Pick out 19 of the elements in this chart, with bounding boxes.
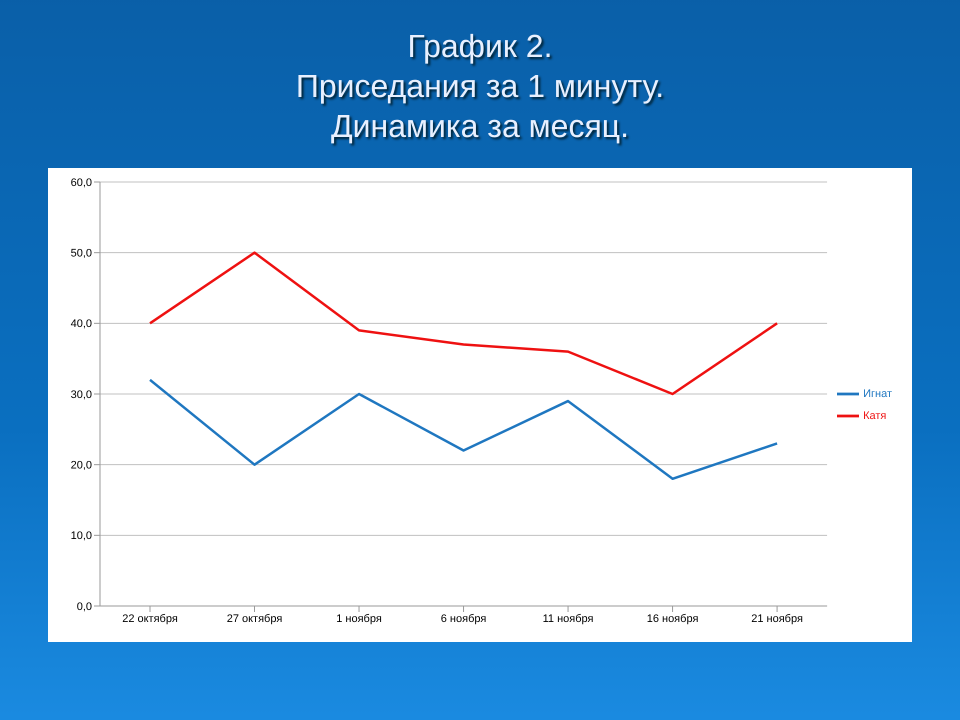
legend-label: Игнат bbox=[863, 388, 892, 400]
x-tick-label: 27 октября bbox=[226, 612, 282, 625]
y-tick-label: 40,0 bbox=[70, 318, 92, 330]
line-series bbox=[148, 251, 778, 396]
x-tick-label: 11 ноября bbox=[542, 612, 594, 625]
x-tick-label: 6 ноября bbox=[440, 612, 486, 625]
y-tick-label: 60,0 bbox=[70, 176, 92, 189]
y-tick-label: 20,0 bbox=[70, 460, 92, 472]
line-series bbox=[148, 378, 778, 480]
y-tick-label: 10,0 bbox=[70, 530, 92, 542]
y-tick-label: 0,0 bbox=[76, 600, 92, 613]
chart-title: График 2. Приседания за 1 минуту. Динамика за месяц. bbox=[294, 27, 666, 146]
x-tick-label: 16 ноября bbox=[646, 612, 698, 625]
legend-label: Катя bbox=[863, 410, 886, 422]
x-tick-label: 1 ноября bbox=[336, 612, 382, 625]
x-tick-label: 21 ноября bbox=[751, 612, 803, 625]
y-tick-label: 30,0 bbox=[70, 388, 92, 401]
y-tick-label: 50,0 bbox=[70, 248, 92, 260]
x-tick-label: 22 октября bbox=[122, 612, 178, 625]
